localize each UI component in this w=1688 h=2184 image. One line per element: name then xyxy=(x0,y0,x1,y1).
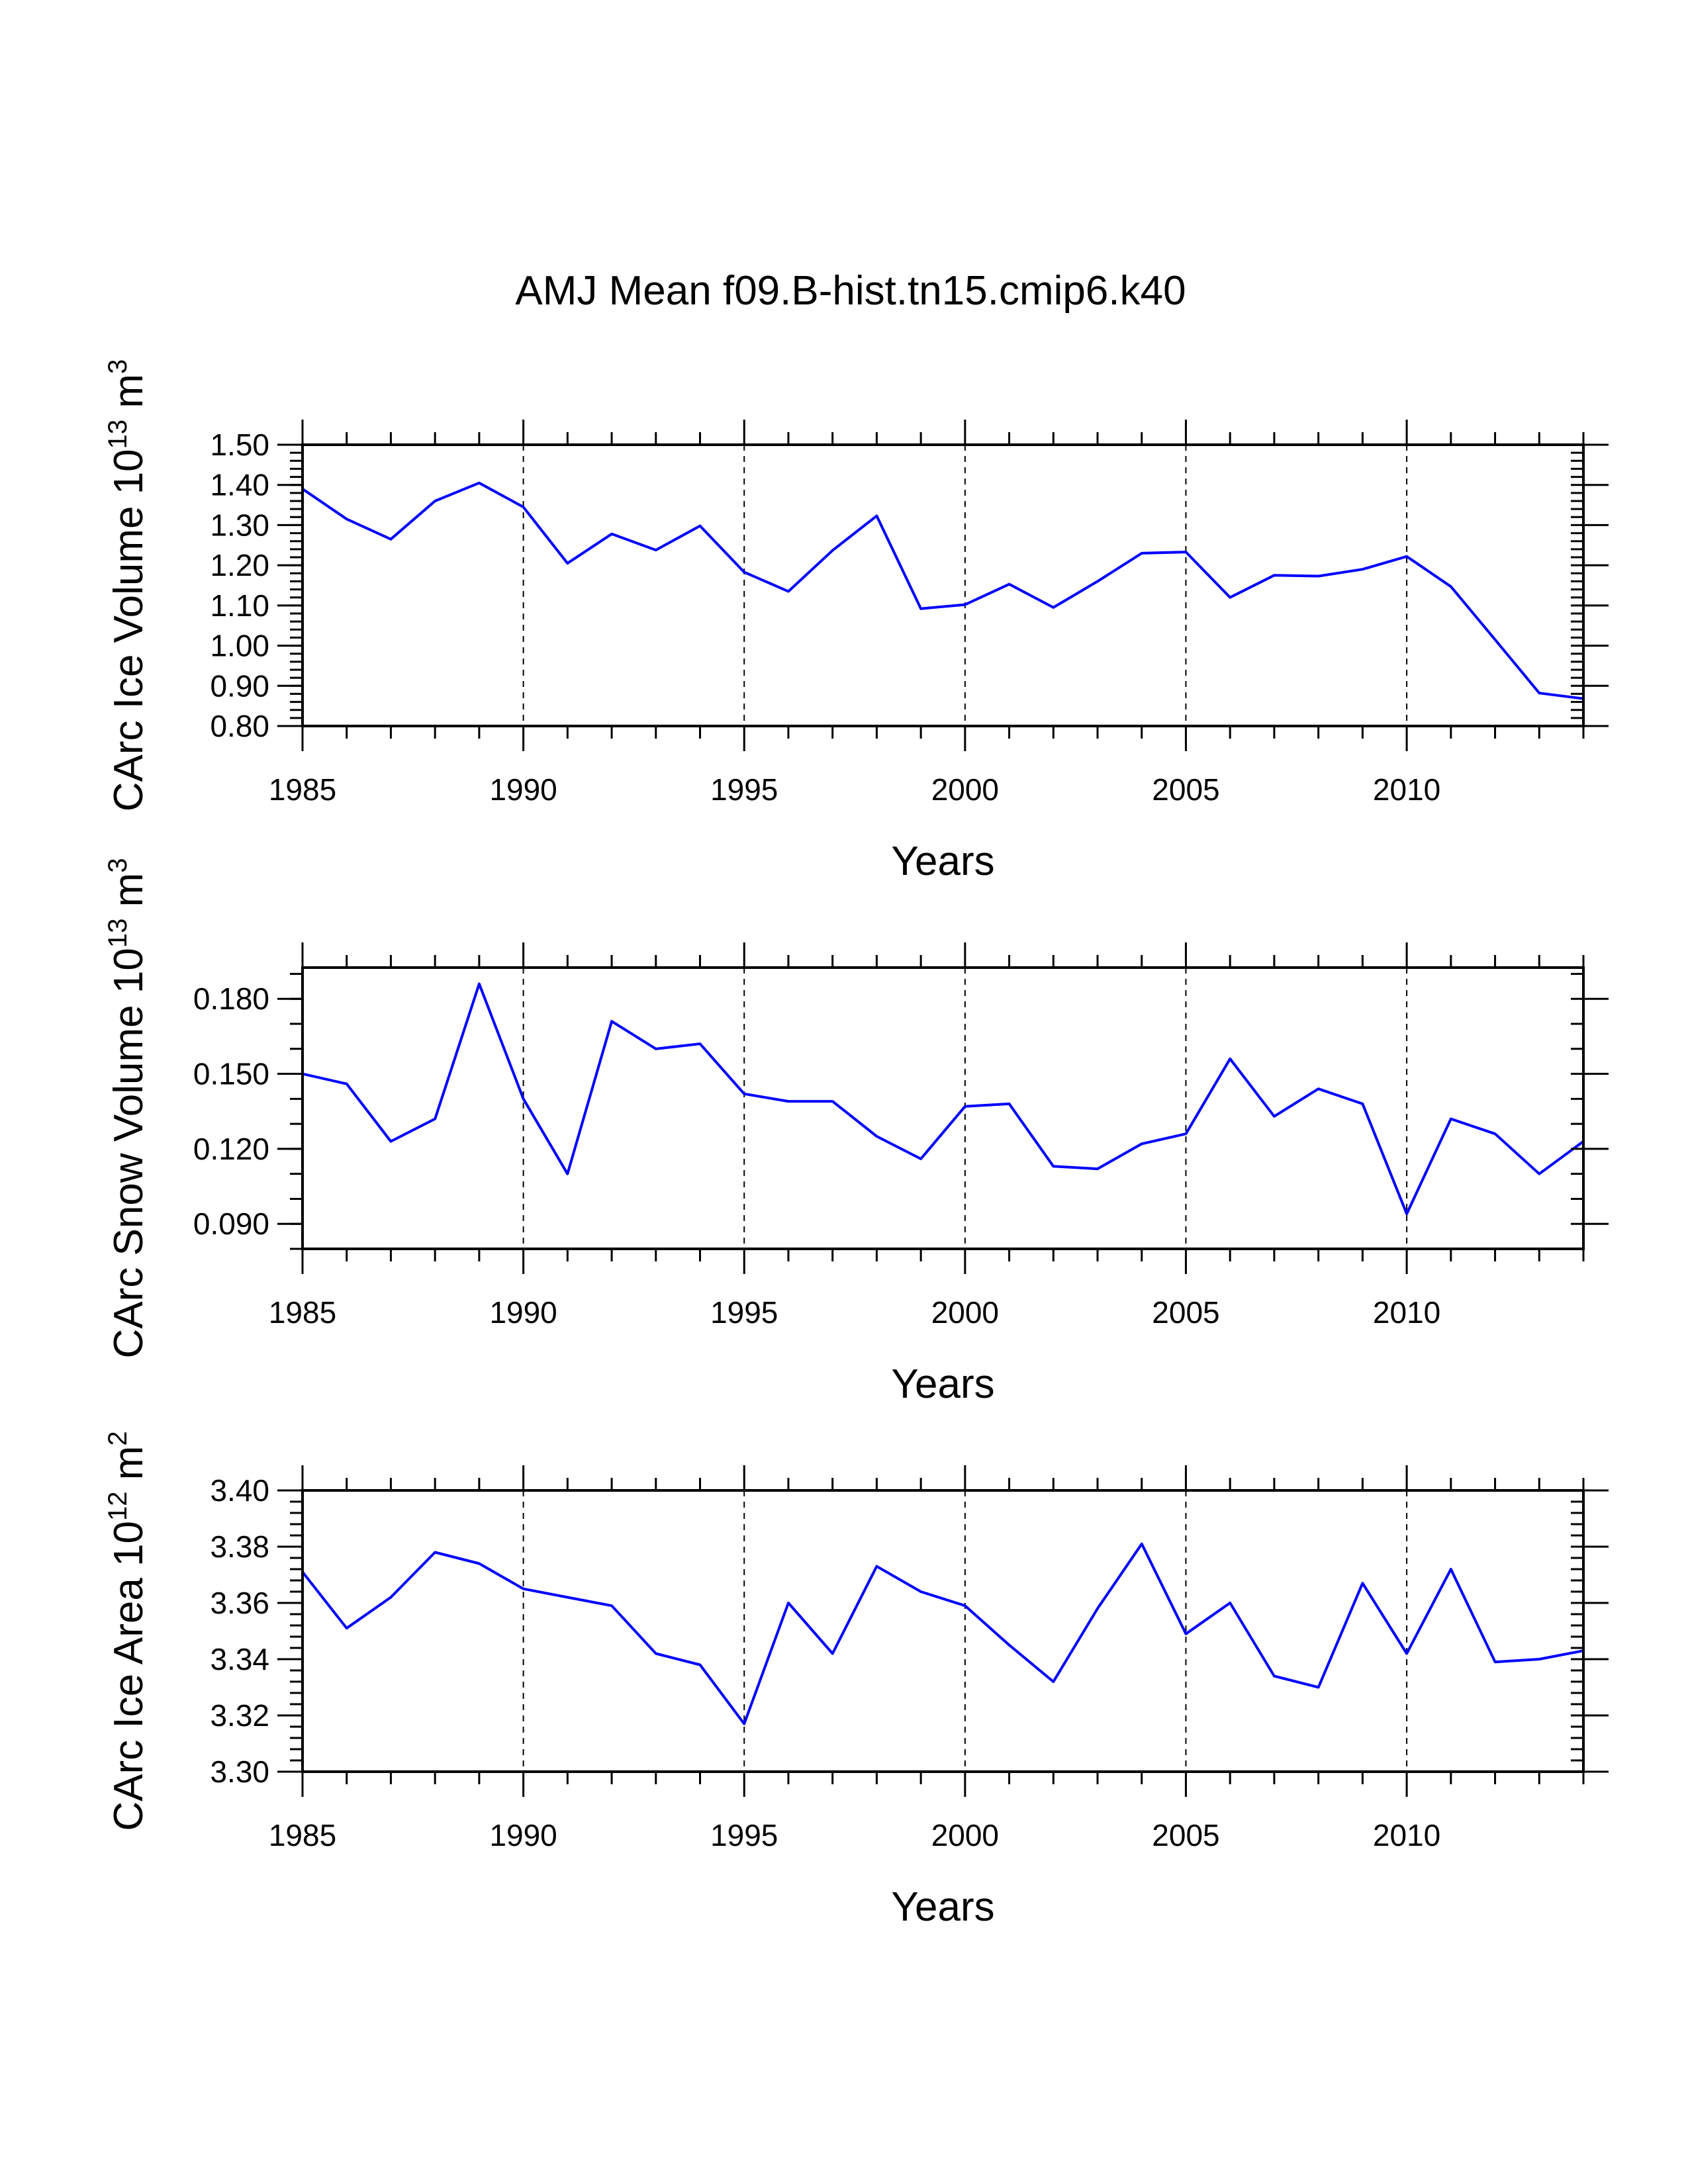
snow-volume-y-tick-label: 0.180 xyxy=(193,981,269,1016)
ice-area-y-tick-label: 3.38 xyxy=(210,1529,269,1564)
ice-volume-x-tick-label: 1990 xyxy=(489,772,557,807)
ice-area-y-tick-label: 3.32 xyxy=(210,1698,269,1733)
ice-area-y-tick-label: 3.40 xyxy=(210,1473,269,1508)
snow-volume-y-axis-title-exponent: 13 xyxy=(103,919,132,948)
ice-volume-y-tick-label: 1.50 xyxy=(210,428,269,462)
snow-volume-y-axis-title: CArc Snow Volume 1013 m3 xyxy=(103,858,152,1359)
ice-volume-y-axis-title-unit: m xyxy=(106,374,152,420)
ice-volume-y-tick-label: 0.80 xyxy=(210,709,269,743)
ice-volume-panel: 1985 1990 1995 2000 2005 2010 0.80 0.90 1.00 1.10… xyxy=(103,359,1609,884)
ice-area-x-tick-label: 1995 xyxy=(710,1818,778,1852)
ice-volume-x-tick-label: 2000 xyxy=(931,772,999,807)
ice-volume-x-axis-title: Years xyxy=(891,839,994,884)
ice-volume-y-axis-title-unit-exponent: 3 xyxy=(103,359,132,374)
ice-area-y-axis-title-unit: m xyxy=(106,1446,152,1492)
ice-area-x-tick-label: 1985 xyxy=(269,1818,336,1852)
ice-area-y-tick-label: 3.36 xyxy=(210,1586,269,1620)
ice-area-y-tick-label: 3.34 xyxy=(210,1642,269,1676)
ice-area-series-line xyxy=(301,1542,1584,1725)
ice-area-y-tick-label: 3.30 xyxy=(210,1754,269,1789)
ice-volume-y-axis-title-exponent: 13 xyxy=(103,420,132,449)
ice-area-x-tick-label: 2010 xyxy=(1373,1818,1440,1852)
ice-area-y-axis-title-unit-exponent: 2 xyxy=(103,1431,132,1445)
ice-area-x-tick-label: 2005 xyxy=(1152,1818,1219,1852)
snow-volume-y-tick-label: 0.150 xyxy=(193,1057,269,1091)
snow-volume-panel: 1985 1990 1995 2000 2005 2010 0.090 0.120 0.150 0… xyxy=(103,858,1609,1407)
snow-volume-x-tick-label: 2000 xyxy=(931,1295,999,1330)
snow-volume-plot-frame xyxy=(301,966,1585,1250)
snow-volume-y-tick-label: 0.120 xyxy=(193,1132,269,1166)
ice-area-x-tick-label: 1990 xyxy=(489,1818,557,1852)
ice-volume-x-tick-label: 2010 xyxy=(1373,772,1440,807)
ice-volume-y-tick-label: 1.20 xyxy=(210,548,269,582)
ice-volume-x-tick-label: 1995 xyxy=(710,772,778,807)
ice-volume-y-axis-title-text: CArc Ice Volume 10 xyxy=(106,449,152,811)
snow-volume-y-axis-title-unit: m xyxy=(106,873,152,919)
ice-area-y-axis-title: CArc Ice Area 1012 m2 xyxy=(103,1431,152,1831)
ice-area-y-axis-title-exponent: 12 xyxy=(103,1491,132,1521)
ice-volume-y-tick-label: 1.40 xyxy=(210,468,269,502)
ice-area-x-tick-label: 2000 xyxy=(931,1818,999,1852)
snow-volume-y-axis-title-text: CArc Snow Volume 10 xyxy=(106,948,152,1358)
snow-volume-x-tick-label: 2010 xyxy=(1373,1295,1440,1330)
ice-volume-y-axis-title: CArc Ice Volume 1013 m3 xyxy=(103,359,152,812)
snow-volume-x-tick-label: 1995 xyxy=(710,1295,778,1330)
ice-volume-y-tick-label: 1.30 xyxy=(210,508,269,542)
snow-volume-series-line xyxy=(302,982,1585,1216)
ice-volume-x-tick-label: 1985 xyxy=(269,772,336,807)
ice-volume-y-tick-label: 0.90 xyxy=(210,668,269,703)
ice-area-panel: 1985 1990 1995 2000 2005 2010 3.30 3.32 3.34 3.36… xyxy=(103,1431,1609,1930)
ice-area-x-axis-title: Years xyxy=(891,1884,994,1930)
snow-volume-x-tick-label: 1990 xyxy=(489,1295,557,1330)
snow-volume-x-tick-label: 2005 xyxy=(1152,1295,1219,1330)
snow-volume-y-tick-label: 0.090 xyxy=(193,1206,269,1241)
ice-volume-x-tick-label: 2005 xyxy=(1152,772,1219,807)
ice-area-y-axis-title-text: CArc Ice Area 10 xyxy=(106,1521,152,1831)
snow-volume-y-axis-title-unit-exponent: 3 xyxy=(103,858,132,873)
ice-volume-plot-frame xyxy=(301,443,1585,727)
ice-area-plot-frame xyxy=(301,1489,1585,1773)
snow-volume-x-tick-label: 1985 xyxy=(269,1295,336,1330)
ice-volume-y-tick-label: 1.00 xyxy=(210,629,269,663)
ice-volume-series-line xyxy=(301,481,1584,700)
snow-volume-x-axis-title: Years xyxy=(891,1361,994,1407)
figure-title: AMJ Mean f09.B-hist.tn15.cmip6.k40 xyxy=(515,268,1186,314)
ice-volume-y-tick-label: 1.10 xyxy=(210,588,269,623)
